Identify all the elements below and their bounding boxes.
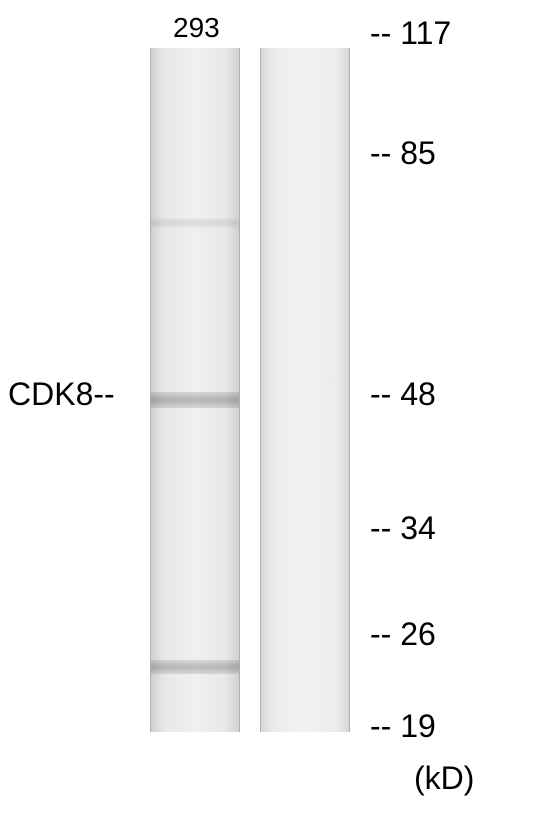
marker-value: 19: [400, 708, 436, 744]
mw-marker-48: -- 48: [370, 376, 436, 413]
mw-marker-85: -- 85: [370, 135, 436, 172]
marker-tick: --: [370, 15, 400, 51]
marker-tick: --: [370, 616, 400, 652]
mw-marker-117: -- 117: [370, 15, 451, 52]
marker-tick: --: [370, 510, 400, 546]
marker-value: 34: [400, 510, 436, 546]
western-blot-figure: { "figure": { "type": "western-blot", "w…: [0, 0, 541, 813]
unit-label: (kD): [414, 760, 474, 797]
marker-value: 48: [400, 376, 436, 412]
blot-lane-1: [150, 48, 240, 732]
lane-1-label: 293: [173, 12, 220, 44]
band-lower: [151, 660, 239, 674]
marker-tick: --: [370, 135, 400, 171]
protein-label: CDK8--: [8, 376, 115, 413]
blot-lane-2: [260, 48, 350, 732]
mw-marker-34: -- 34: [370, 510, 436, 547]
mw-marker-26: -- 26: [370, 616, 436, 653]
mw-marker-19: -- 19: [370, 708, 436, 745]
marker-value: 26: [400, 616, 436, 652]
marker-tick: --: [370, 708, 400, 744]
band-faint-1: [151, 218, 239, 228]
marker-tick: --: [370, 376, 400, 412]
band-cdk8: [151, 392, 239, 408]
marker-value: 117: [400, 15, 451, 51]
marker-value: 85: [400, 135, 436, 171]
